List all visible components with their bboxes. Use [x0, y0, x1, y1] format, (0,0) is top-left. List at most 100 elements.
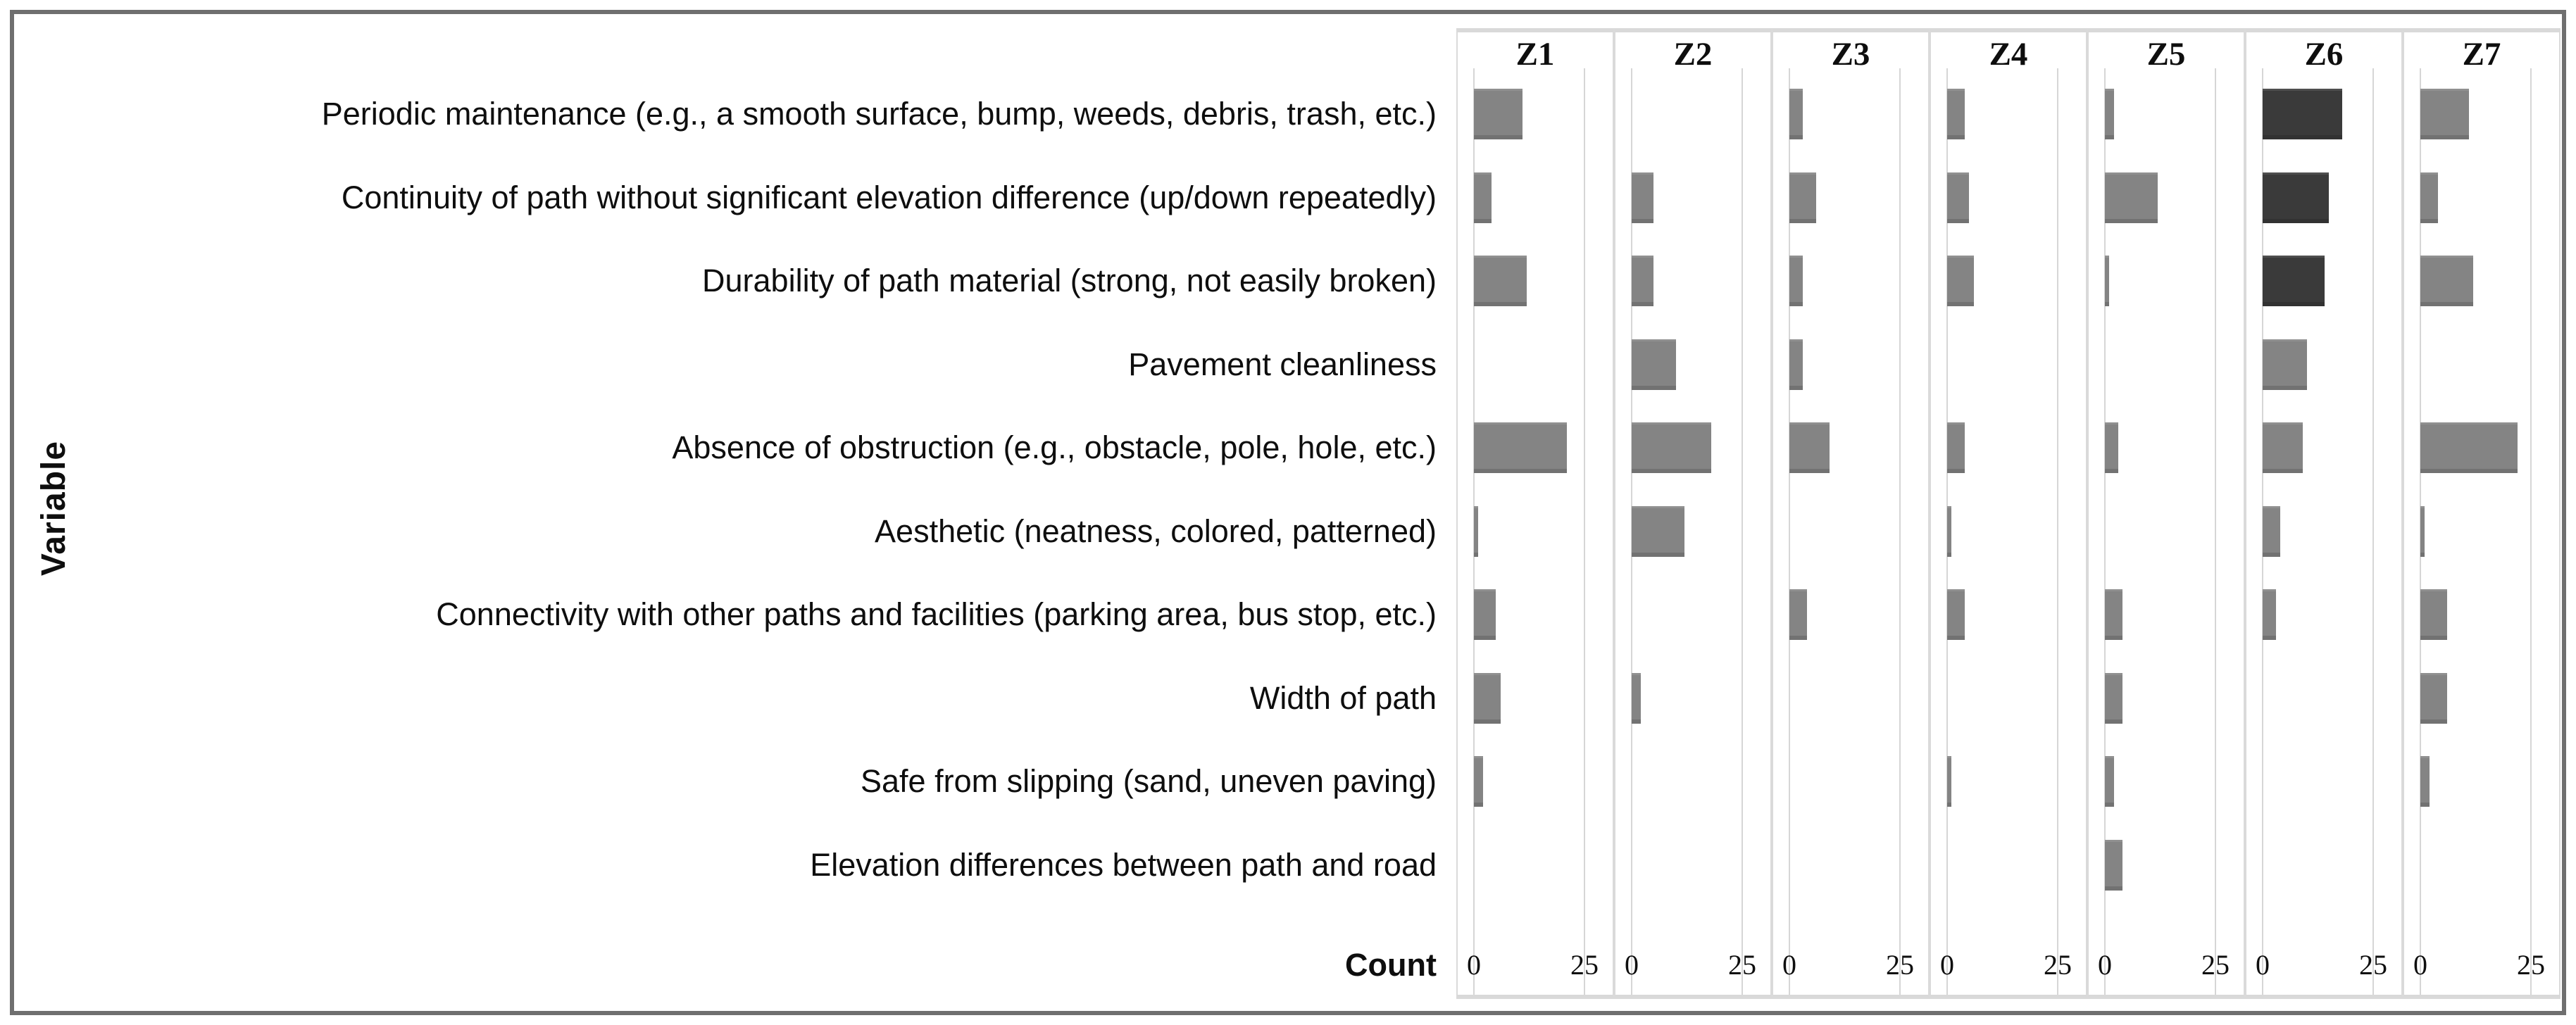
bar-z1-row6: [1474, 505, 1478, 557]
x-tick-label: 25: [2517, 949, 2545, 981]
bar-z1-row8: [1474, 672, 1501, 724]
bar-z5-row7: [2105, 589, 2122, 640]
category-label: Width of path: [1249, 679, 1437, 716]
bar-z5-row9: [2105, 756, 2114, 807]
bar-z6-row7: [2263, 589, 2276, 640]
bar-z2-row6: [1632, 505, 1684, 557]
category-label: Absence of obstruction (e.g., obstacle, …: [672, 429, 1437, 465]
gridline-x25: [2530, 68, 2532, 995]
bar-z7-row8: [2420, 672, 2447, 724]
bar-z1-row7: [1474, 589, 1496, 640]
bar-z7-row2: [2420, 172, 2438, 223]
bar-z5-row3: [2105, 256, 2109, 306]
x-tick-label: 25: [2044, 949, 2072, 981]
gridline-x25: [1742, 68, 1743, 995]
bar-z7-row6: [2420, 505, 2425, 557]
gridline-x25: [1584, 68, 1585, 995]
bar-z2-row5: [1632, 422, 1711, 473]
x-tick-label: 25: [2201, 949, 2230, 981]
gridline-x25: [1899, 68, 1901, 995]
bar-z4-row7: [1947, 589, 1965, 640]
facet-title: Z1: [1515, 36, 1555, 73]
bar-z3-row3: [1789, 256, 1803, 306]
bar-z1-row3: [1474, 256, 1527, 306]
category-label: Safe from slipping (sand, uneven paving): [861, 763, 1437, 799]
bar-z1-row5: [1474, 422, 1567, 473]
facet-z3: Z3 0 25: [1772, 28, 1930, 999]
x-tick-label: 25: [1728, 949, 1756, 981]
category-label: Durability of path material (strong, not…: [702, 263, 1437, 298]
facet-title: Z4: [1989, 36, 2028, 73]
x-tick-label: 0: [1782, 949, 1796, 981]
bar-z7-row1: [2420, 89, 2469, 139]
y-axis-title: Variable: [35, 440, 73, 577]
category-label: Elevation differences between path and r…: [810, 846, 1437, 883]
x-tick-label: 0: [1625, 949, 1639, 981]
bar-z4-row1: [1947, 89, 1965, 139]
bar-z3-row2: [1789, 172, 1816, 223]
x-tick-label: 0: [2098, 949, 2112, 981]
facet-z4: Z4 0 25: [1930, 28, 2087, 999]
x-tick-label: 0: [2413, 949, 2427, 981]
bar-z2-row3: [1632, 256, 1653, 306]
bar-z4-row9: [1947, 756, 1951, 807]
bar-z5-row8: [2105, 672, 2122, 724]
bar-z3-row5: [1789, 422, 1830, 473]
category-label: Aesthetic (neatness, colored, patterned): [875, 512, 1437, 549]
x-tick-label: 25: [2359, 949, 2387, 981]
bar-z3-row7: [1789, 589, 1807, 640]
bar-z4-row6: [1947, 505, 1951, 557]
facet-title: Z6: [2304, 36, 2344, 73]
x-tick-label: 25: [1886, 949, 1914, 981]
facet-z7: Z7 0 25: [2403, 28, 2561, 999]
facet-z5: Z5 0 25: [2087, 28, 2245, 999]
bar-z6-row6: [2263, 505, 2280, 557]
facet-title: Z3: [1831, 36, 1870, 73]
bar-z1-row9: [1474, 756, 1483, 807]
gridline-x25: [2372, 68, 2374, 995]
x-tick-label: 0: [1940, 949, 1954, 981]
facet-title: Z2: [1673, 36, 1713, 73]
bar-z3-row4: [1789, 339, 1803, 390]
x-tick-label: 0: [1467, 949, 1481, 981]
bar-z6-row5: [2263, 422, 2303, 473]
bar-z5-row5: [2105, 422, 2118, 473]
gridline-x25: [2215, 68, 2216, 995]
bar-z6-row1: [2263, 89, 2342, 139]
bar-z4-row5: [1947, 422, 1965, 473]
facet-z1: Z1 0 25: [1456, 28, 1614, 999]
gridline-x0: [1789, 68, 1790, 995]
category-label: Continuity of path without significant e…: [341, 179, 1437, 215]
bar-z4-row3: [1947, 256, 1974, 306]
bar-z2-row8: [1632, 672, 1641, 724]
category-label: Periodic maintenance (e.g., a smooth sur…: [321, 96, 1437, 132]
bar-z6-row3: [2263, 256, 2325, 306]
facet-z2: Z2 0 25: [1614, 28, 1772, 999]
x-axis-title: Count: [1345, 947, 1437, 983]
category-label: Connectivity with other paths and facili…: [436, 596, 1437, 632]
gridline-x0: [2104, 68, 2106, 995]
bar-z2-row2: [1632, 172, 1653, 223]
x-tick-label: 0: [2256, 949, 2270, 981]
bar-z5-row10: [2105, 839, 2122, 891]
bar-z1-row1: [1474, 89, 1523, 139]
bar-z5-row2: [2105, 172, 2158, 223]
bar-z1-row2: [1474, 172, 1492, 223]
gridline-x25: [2057, 68, 2058, 995]
bar-z6-row4: [2263, 339, 2307, 390]
bar-z5-row1: [2105, 89, 2114, 139]
bar-z7-row5: [2420, 422, 2518, 473]
facet-z6: Z6 0 25: [2245, 28, 2403, 999]
bar-z7-row9: [2420, 756, 2430, 807]
category-label: Pavement cleanliness: [1128, 346, 1437, 382]
bar-z2-row4: [1632, 339, 1676, 390]
bar-z3-row1: [1789, 89, 1803, 139]
bar-z7-row3: [2420, 256, 2473, 306]
bar-z4-row2: [1947, 172, 1969, 223]
facet-title: Z5: [2146, 36, 2186, 73]
bar-z6-row2: [2263, 172, 2329, 223]
bar-z7-row7: [2420, 589, 2447, 640]
facet-title: Z7: [2462, 36, 2501, 73]
x-tick-label: 25: [1570, 949, 1599, 981]
